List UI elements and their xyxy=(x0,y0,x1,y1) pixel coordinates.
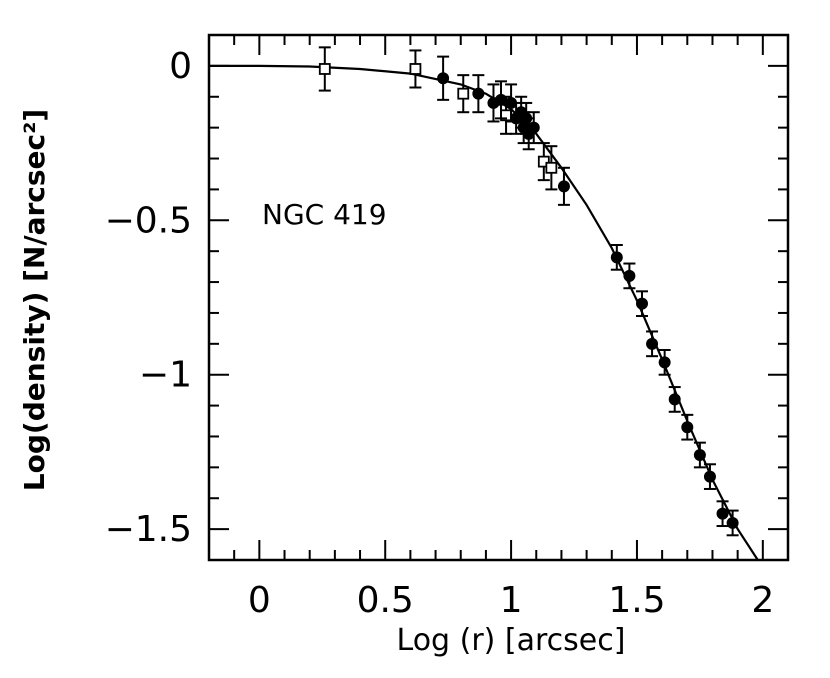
y-tick-label: −1.5 xyxy=(105,509,192,550)
filled-circle-marker xyxy=(726,516,739,529)
y-tick-label: −0.5 xyxy=(105,200,192,241)
x-tick-labels: 0 0.5 1 1.5 2 xyxy=(248,580,774,621)
x-tick-label: 0.5 xyxy=(357,580,414,621)
data-point xyxy=(623,262,636,290)
filled-circle-marker xyxy=(703,470,716,483)
filled-circle-marker xyxy=(527,121,540,134)
plot-frame xyxy=(207,33,790,562)
x-axis-label: Log (r) [arcsec] xyxy=(397,623,626,658)
filled-circle-series xyxy=(437,55,739,537)
open-square-marker xyxy=(457,87,470,100)
filled-circle-marker xyxy=(646,337,659,350)
filled-circle-marker xyxy=(681,421,694,434)
filled-circle-marker xyxy=(623,269,636,282)
filled-circle-marker xyxy=(472,87,485,100)
filled-circle-marker xyxy=(716,507,729,520)
data-point xyxy=(537,142,550,182)
fit-curve-layer xyxy=(209,64,759,561)
filled-circle-marker xyxy=(495,93,508,106)
open-square-marker xyxy=(409,63,422,75)
data-point xyxy=(716,500,729,528)
y-tick-labels: 0 −0.5 −1 −1.5 xyxy=(105,46,192,550)
x-tick-label: 1 xyxy=(500,580,523,621)
filled-circle-marker xyxy=(437,72,450,85)
data-point xyxy=(668,386,681,413)
filled-circle-marker xyxy=(557,180,570,193)
king-profile-fit-curve xyxy=(209,64,759,561)
data-point xyxy=(437,55,450,101)
data-layer xyxy=(318,46,739,537)
y-axis-label: Log(density) [N/arcsec²] xyxy=(18,109,51,491)
y-tick-label: −1 xyxy=(139,355,192,396)
filled-circle-marker xyxy=(668,393,681,406)
filled-circle-marker xyxy=(635,297,648,310)
data-point xyxy=(658,349,671,376)
open-square-marker xyxy=(537,155,550,168)
data-point xyxy=(472,74,485,114)
plot-border xyxy=(207,33,790,562)
data-point xyxy=(409,49,422,89)
data-point xyxy=(545,145,558,191)
data-point xyxy=(318,46,331,92)
open-square-marker xyxy=(545,161,558,174)
x-tick-label: 2 xyxy=(751,580,774,621)
x-tick-label: 0 xyxy=(248,580,271,621)
major-ticks xyxy=(209,35,788,560)
data-point xyxy=(557,166,570,206)
x-tick-label: 1.5 xyxy=(608,580,665,621)
data-point xyxy=(635,290,648,318)
data-point xyxy=(693,441,706,469)
data-point xyxy=(646,330,659,358)
open-square-marker xyxy=(318,63,331,75)
data-point xyxy=(681,413,694,441)
data-point xyxy=(457,74,470,114)
filled-circle-marker xyxy=(658,356,671,369)
minor-ticks xyxy=(208,34,789,561)
data-point xyxy=(703,463,716,490)
filled-circle-marker xyxy=(693,449,706,461)
data-point xyxy=(510,101,523,135)
data-point xyxy=(726,509,739,537)
data-point xyxy=(527,111,540,145)
filled-circle-marker xyxy=(610,251,623,264)
data-point xyxy=(610,244,623,271)
y-tick-label: 0 xyxy=(169,46,192,87)
cluster-annotation: NGC 419 xyxy=(262,198,387,231)
